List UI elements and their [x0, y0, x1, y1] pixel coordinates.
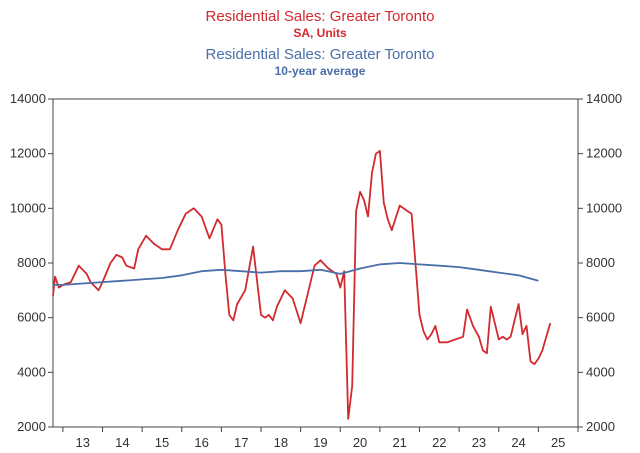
y-tick-label-right: 12000	[586, 146, 622, 161]
average-series-line	[53, 262, 539, 286]
sales-series-line	[52, 150, 552, 420]
y-tick-label-left: 2000	[17, 419, 46, 434]
y-tick-label-left: 8000	[17, 255, 46, 270]
legend-series-name: Residential Sales: Greater Toronto	[205, 8, 435, 25]
y-tick-label-right: 2000	[586, 419, 615, 434]
plot-area-frame	[52, 98, 579, 428]
x-tick-label: 16	[194, 435, 208, 450]
x-tick-label: 13	[75, 435, 89, 450]
y-tick-label-left: 4000	[17, 364, 46, 379]
x-tick-label: 15	[155, 435, 169, 450]
legend-series-subtitle: SA, Units	[293, 26, 347, 40]
y-tick-label-right: 10000	[586, 200, 622, 215]
x-tick-label: 24	[511, 435, 525, 450]
x-tick-label: 20	[353, 435, 367, 450]
x-tick-label: 23	[472, 435, 486, 450]
y-tick-label-left: 6000	[17, 310, 46, 325]
legend-series-subtitle: 10-year average	[274, 64, 366, 78]
legend-entry-sales: Residential Sales: Greater Toronto SA, U…	[0, 8, 640, 41]
legend-entry-average: Residential Sales: Greater Toronto 10-ye…	[0, 46, 640, 79]
x-tick-label: 22	[432, 435, 446, 450]
y-tick-label-right: 6000	[586, 310, 615, 325]
y-tick-label-left: 14000	[10, 91, 46, 106]
x-tick-label: 21	[392, 435, 406, 450]
y-tick-label-left: 12000	[10, 146, 46, 161]
y-tick-label-left: 10000	[10, 200, 46, 215]
y-tick-label-right: 8000	[586, 255, 615, 270]
legend-series-name: Residential Sales: Greater Toronto	[205, 46, 435, 63]
x-tick-label: 14	[115, 435, 129, 450]
y-tick-label-right: 4000	[586, 364, 615, 379]
x-tick-label: 25	[551, 435, 565, 450]
x-tick-label: 18	[274, 435, 288, 450]
x-tick-label: 17	[234, 435, 248, 450]
y-tick-label-right: 14000	[586, 91, 622, 106]
x-tick-label: 19	[313, 435, 327, 450]
